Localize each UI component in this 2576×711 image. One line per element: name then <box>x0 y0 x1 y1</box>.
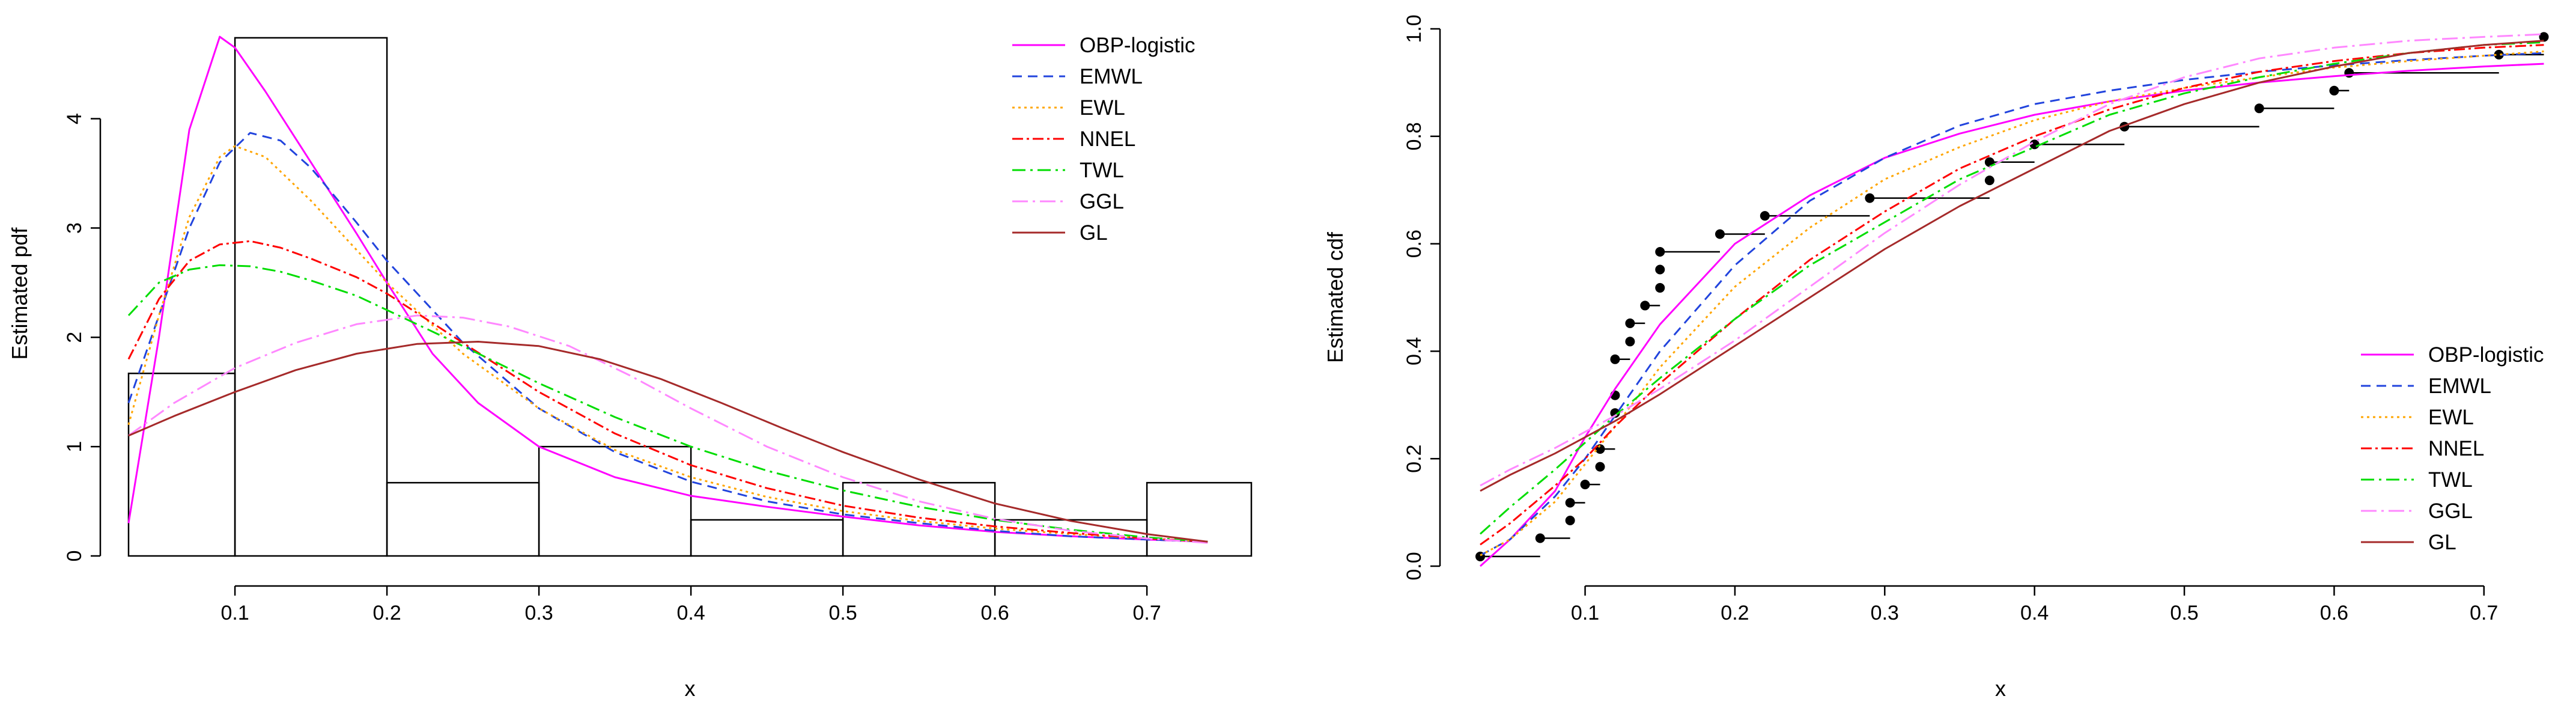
legend-label: EWL <box>2428 406 2474 429</box>
x-tick-label: 0.4 <box>676 602 705 624</box>
legend-label: GGL <box>2428 499 2473 523</box>
series-line-emwl <box>1480 52 2544 557</box>
series-line-obp-logistic <box>127 35 1208 543</box>
y-tick-label: 0.6 <box>1403 230 1426 258</box>
legend-label: TWL <box>1080 159 1124 182</box>
ecdf-point <box>1655 264 1665 275</box>
y-tick-label: 0 <box>63 551 86 562</box>
x-tick-label: 0.1 <box>220 602 249 624</box>
ecdf-point <box>1865 193 1875 203</box>
x-tick-label: 0.5 <box>829 602 857 624</box>
y-tick-label: 2 <box>63 332 86 343</box>
ecdf-point <box>1984 175 1994 186</box>
pdf-chart: 0 1 2 3 4 0.1 0.2 0.3 0.4 0.5 0.6 0.7 x Estimated pdf… <box>7 34 1253 701</box>
legend: OBP-logistic EMWL EWL NNEL TWL GGL GL <box>1012 34 1195 245</box>
legend-label: EWL <box>1080 96 1125 120</box>
legend-label: GGL <box>1080 190 1124 213</box>
cdf-chart: 0.0 0.2 0.4 0.6 0.8 1.0 0.1 0.2 0.3 0.4 0.5 0.6 0.7 x… <box>1323 14 2549 701</box>
legend-label: TWL <box>2428 468 2473 492</box>
legend-label: EMWL <box>2428 374 2491 398</box>
ecdf-point <box>1625 318 1635 328</box>
series-line-obp-logistic <box>1479 63 2544 567</box>
y-tick-label: 1.0 <box>1403 14 1426 43</box>
legend-label: NNEL <box>1080 127 1135 151</box>
y-tick-label: 0.2 <box>1403 445 1426 473</box>
legend-label: GL <box>2428 531 2456 554</box>
x-axis-label: x <box>685 676 696 701</box>
series-line-emwl <box>127 132 1208 543</box>
y-axis-label: Estimated pdf <box>7 227 32 359</box>
x-tick-label: 0.2 <box>1721 602 1749 624</box>
y-tick-label: 1 <box>63 441 86 453</box>
x-axis-label: x <box>1995 676 2006 701</box>
legend: OBP-logistic EMWL EWL NNEL TWL GGL GL <box>2361 343 2544 554</box>
y-tick-label: 0.4 <box>1403 337 1426 365</box>
series-line-nnel <box>127 240 1208 543</box>
x-tick-label: 0.7 <box>1133 602 1161 624</box>
series-line-ggl <box>128 314 1208 544</box>
x-tick-label: 0.6 <box>2320 602 2348 624</box>
ecdf-point <box>2539 32 2549 42</box>
series-line-gl <box>1480 40 2544 492</box>
histogram-bar <box>386 481 540 557</box>
ecdf-point <box>1610 354 1620 364</box>
ecdf-point <box>1640 301 1650 311</box>
ecdf-point <box>1625 337 1635 347</box>
ecdf-point <box>1655 282 1665 293</box>
histogram-bar <box>690 519 844 557</box>
histogram-bar <box>1146 481 1253 557</box>
legend-label: GL <box>1080 221 1108 245</box>
y-axis-label: Estimated cdf <box>1323 231 1347 363</box>
x-tick-label: 0.5 <box>2170 602 2198 624</box>
ecdf-point <box>1715 229 1725 239</box>
histogram-bar <box>538 445 692 557</box>
y-tick-label: 3 <box>63 222 86 234</box>
y-tick-label: 0.0 <box>1403 552 1426 580</box>
ecdf-point <box>2494 49 2504 60</box>
histogram-bar <box>127 373 236 557</box>
series-line-gl <box>128 341 1208 543</box>
x-tick-label: 0.2 <box>372 602 401 624</box>
legend-label: OBP-logistic <box>1080 34 1195 57</box>
ecdf-point <box>1610 408 1620 418</box>
ecdf-point <box>1655 247 1665 257</box>
x-tick-label: 0.6 <box>981 602 1009 624</box>
ecdf-point <box>1580 480 1590 490</box>
series-line-ggl <box>1480 33 2544 487</box>
series-line-nnel <box>1480 44 2544 546</box>
x-tick-label: 0.3 <box>1871 602 1899 624</box>
ecdf-point <box>1535 533 1545 543</box>
ecdf-point <box>2329 85 2339 96</box>
ecdf-point <box>1565 516 1575 526</box>
histogram-bar <box>234 37 388 557</box>
ecdf-point <box>2344 68 2354 78</box>
ecdf-point <box>1595 462 1605 472</box>
series-line-ewl <box>1480 50 2544 557</box>
y-tick-label: 0.8 <box>1403 122 1426 150</box>
x-tick-label: 0.1 <box>1571 602 1599 624</box>
ecdf-point <box>2254 103 2264 114</box>
ecdf-point <box>1595 444 1605 454</box>
legend-label: EMWL <box>1080 65 1143 88</box>
legend-label: OBP-logistic <box>2428 343 2544 367</box>
x-tick-label: 0.7 <box>2470 602 2498 624</box>
y-tick-label: 4 <box>63 113 86 124</box>
series-line-twl <box>127 264 1208 543</box>
legend-label: NNEL <box>2428 437 2484 460</box>
ecdf-point <box>1760 211 1770 221</box>
ecdf-point <box>1565 498 1575 508</box>
x-tick-label: 0.3 <box>524 602 553 624</box>
series-line-ewl <box>127 145 1208 543</box>
series-line-twl <box>1479 41 2544 535</box>
x-tick-label: 0.4 <box>2020 602 2049 624</box>
